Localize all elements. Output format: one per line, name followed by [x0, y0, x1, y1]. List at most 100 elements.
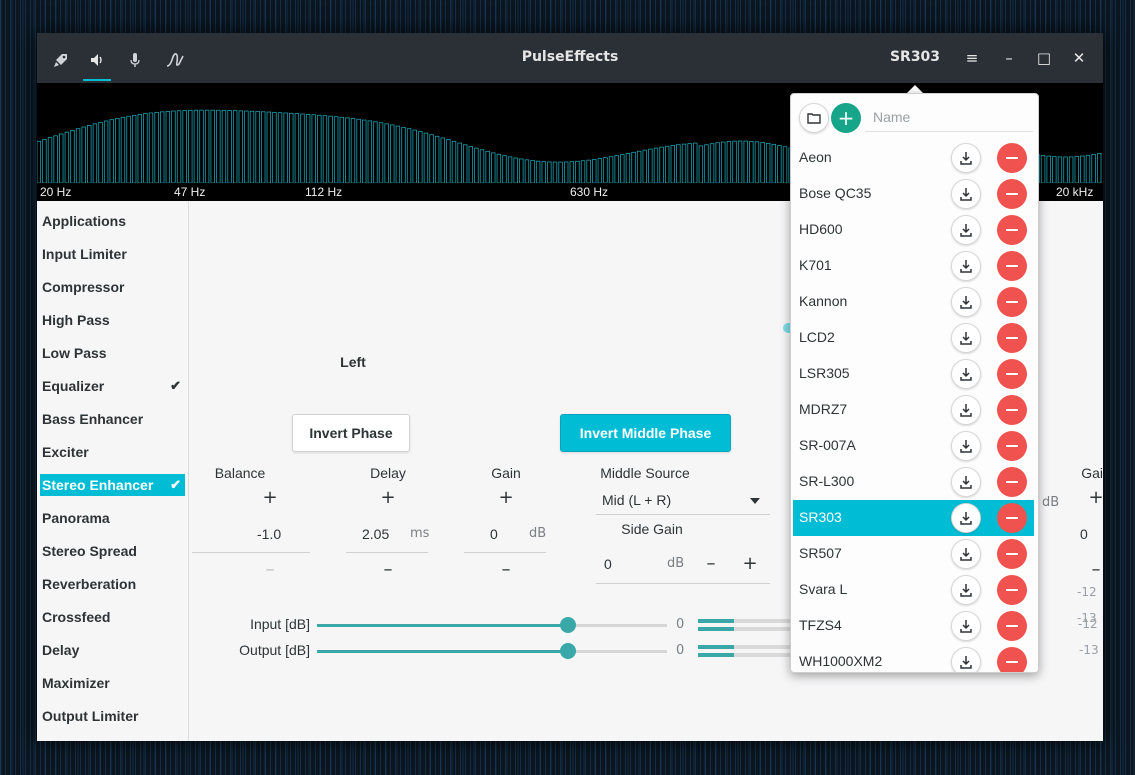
sidebar-item-panorama[interactable]: Panorama [40, 507, 185, 529]
import-preset-button[interactable] [799, 103, 829, 133]
invert-middle-phase-button[interactable]: Invert Middle Phase [560, 414, 731, 452]
sidebar-item-equalizer[interactable]: Equalizer ✔ [40, 375, 185, 397]
delay-increase-button[interactable]: + [380, 487, 396, 508]
check-icon: ✔ [170, 477, 181, 492]
microphone-icon[interactable] [117, 45, 153, 75]
remove-preset-button[interactable] [997, 251, 1027, 281]
remove-preset-button[interactable] [997, 143, 1027, 173]
load-preset-button[interactable] [951, 215, 981, 245]
preset-row[interactable]: SR-L300 [793, 464, 1034, 500]
sidebar-item-maximizer[interactable]: Maximizer [40, 672, 185, 694]
remove-preset-button[interactable] [997, 503, 1027, 533]
balance-value[interactable]: -1.0 [257, 526, 282, 542]
gain-increase-button[interactable]: + [498, 487, 514, 508]
preset-name-input[interactable] [865, 102, 1033, 132]
remove-preset-button[interactable] [997, 179, 1027, 209]
preset-row[interactable]: Svara L [793, 572, 1034, 608]
spectrum-bar [362, 119, 367, 183]
gain-decrease-button[interactable]: – [501, 559, 511, 580]
wave-icon[interactable] [157, 45, 193, 75]
remove-preset-button[interactable] [997, 647, 1027, 672]
delay-value[interactable]: 2.05 [362, 526, 390, 542]
sidebar-item-reverberation[interactable]: Reverberation [40, 573, 185, 595]
preset-row[interactable]: Kannon [793, 284, 1034, 320]
remove-preset-button[interactable] [997, 359, 1027, 389]
balance-decrease-button[interactable]: – [265, 559, 275, 580]
preset-row[interactable]: Aeon [793, 140, 1034, 176]
sidebar-item-stereo-enhancer[interactable]: Stereo Enhancer ✔ [40, 474, 185, 496]
load-preset-button[interactable] [951, 575, 981, 605]
preset-row[interactable]: HD600 [793, 212, 1034, 248]
right-gain-decrease-button[interactable]: – [1091, 559, 1101, 580]
load-preset-button[interactable] [951, 395, 981, 425]
remove-preset-button[interactable] [997, 287, 1027, 317]
maximize-icon[interactable]: □ [1036, 49, 1052, 67]
preset-row[interactable]: LSR305 [793, 356, 1034, 392]
remove-preset-button[interactable] [997, 575, 1027, 605]
balance-increase-button[interactable]: + [262, 487, 278, 508]
remove-preset-button[interactable] [997, 395, 1027, 425]
menu-icon[interactable]: ≡ [965, 49, 979, 67]
preset-row[interactable]: WH1000XM2 [793, 644, 1034, 672]
right-gain-increase-button[interactable]: + [1088, 487, 1103, 508]
speaker-icon[interactable] [79, 45, 115, 81]
load-preset-button[interactable] [951, 359, 981, 389]
freq-label: 20 kHz [1056, 185, 1094, 199]
remove-preset-button[interactable] [997, 467, 1027, 497]
preset-name: SR303 [799, 509, 842, 525]
load-preset-button[interactable] [951, 431, 981, 461]
load-preset-button[interactable] [951, 539, 981, 569]
sidebar-item-bass-enhancer[interactable]: Bass Enhancer [40, 408, 185, 430]
remove-preset-button[interactable] [997, 215, 1027, 245]
preset-row[interactable]: SR-007A [793, 428, 1034, 464]
preset-row[interactable]: Bose QC35 [793, 176, 1034, 212]
preset-row[interactable]: SR303 [793, 500, 1034, 536]
load-preset-button[interactable] [951, 467, 981, 497]
gain-value[interactable]: 0 [490, 526, 498, 542]
sidebar-item-applications[interactable]: Applications [40, 210, 185, 232]
load-preset-button[interactable] [951, 251, 981, 281]
load-preset-button[interactable] [951, 323, 981, 353]
preset-row[interactable]: TFZS4 [793, 608, 1034, 644]
spectrum-bar [620, 154, 625, 183]
load-preset-button[interactable] [951, 287, 981, 317]
sidebar-item-compressor[interactable]: Compressor [40, 276, 185, 298]
load-preset-button[interactable] [951, 503, 981, 533]
load-preset-button[interactable] [951, 647, 981, 672]
side-gain-value[interactable]: 0 [604, 556, 612, 572]
download-icon [960, 260, 972, 273]
side-gain-increase-button[interactable]: + [742, 553, 758, 574]
invert-phase-button[interactable]: Invert Phase [292, 414, 410, 452]
remove-preset-button[interactable] [997, 431, 1027, 461]
remove-preset-button[interactable] [997, 323, 1027, 353]
remove-preset-button[interactable] [997, 611, 1027, 641]
sidebar-item-crossfeed[interactable]: Crossfeed [40, 606, 185, 628]
sidebar-item-low-pass[interactable]: Low Pass [40, 342, 185, 364]
delay-decrease-button[interactable]: – [383, 559, 393, 580]
presets-menu-button[interactable]: SR303 [889, 49, 941, 65]
load-preset-button[interactable] [951, 143, 981, 173]
rocket-icon[interactable] [43, 45, 79, 75]
sidebar-item-input-limiter[interactable]: Input Limiter [40, 243, 185, 265]
sidebar-item-high-pass[interactable]: High Pass [40, 309, 185, 331]
close-icon[interactable]: ✕ [1072, 49, 1086, 67]
add-preset-button[interactable]: + [831, 103, 861, 133]
sidebar-item-stereo-spread[interactable]: Stereo Spread [40, 540, 185, 562]
load-preset-button[interactable] [951, 179, 981, 209]
sidebar-item-output-limiter[interactable]: Output Limiter [40, 705, 185, 727]
minimize-icon[interactable]: – [1005, 49, 1013, 67]
preset-row[interactable]: SR507 [793, 536, 1034, 572]
sidebar-item-exciter[interactable]: Exciter [40, 441, 185, 463]
preset-row[interactable]: LCD2 [793, 320, 1034, 356]
input-slider-handle[interactable] [560, 617, 576, 633]
sidebar-item-delay[interactable]: Delay [40, 639, 185, 661]
preset-row[interactable]: MDRZ7 [793, 392, 1034, 428]
output-slider-handle[interactable] [560, 643, 576, 659]
preset-row[interactable]: K701 [793, 248, 1034, 284]
middle-source-dropdown[interactable]: Mid (L + R) [596, 489, 770, 515]
remove-preset-button[interactable] [997, 539, 1027, 569]
minus-icon [1006, 337, 1018, 339]
right-gain-value[interactable]: 0 [1080, 526, 1088, 542]
load-preset-button[interactable] [951, 611, 981, 641]
side-gain-decrease-button[interactable]: – [706, 553, 716, 574]
